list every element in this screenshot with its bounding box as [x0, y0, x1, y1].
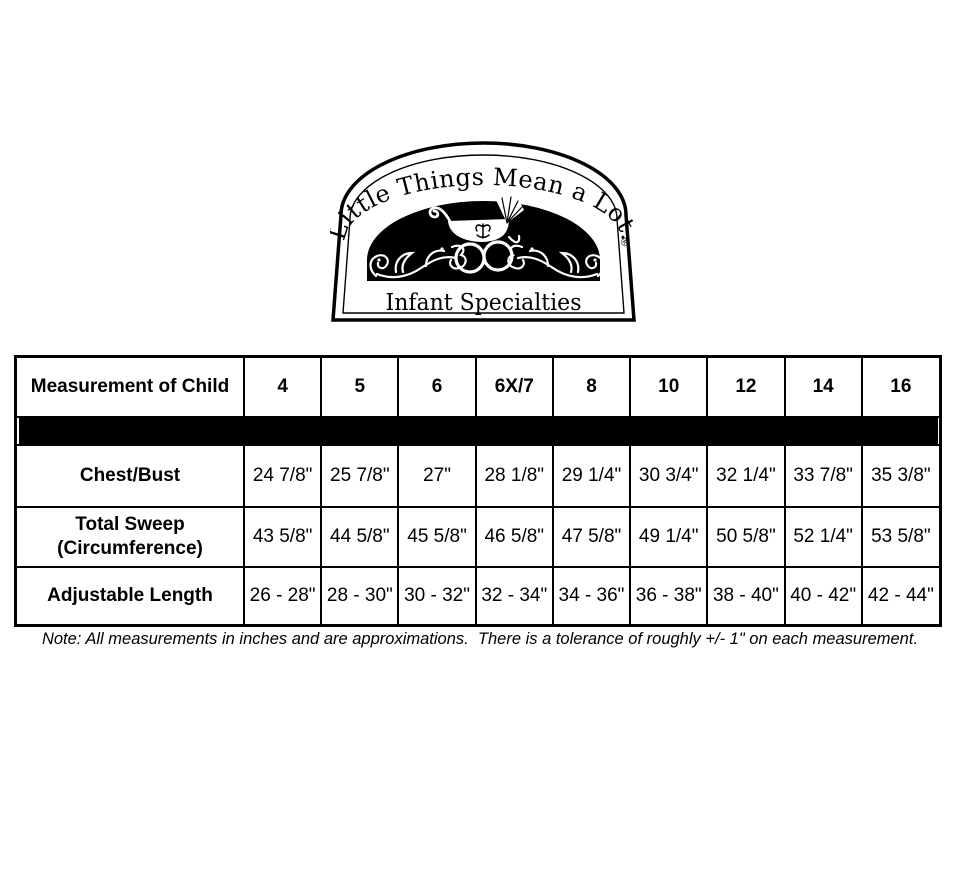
value-cell: 27" — [397, 444, 477, 508]
value-cell: 30 3/4" — [629, 444, 709, 508]
logo-inner-border — [342, 154, 625, 314]
size-chart-table: Measurement of Child 4 5 6 6X/7 8 10 12 … — [14, 355, 942, 627]
black-divider-bar — [19, 418, 938, 444]
size-header-cell: 12 — [706, 357, 786, 418]
size-header-cell: 5 — [320, 357, 400, 418]
size-header-cell: 10 — [629, 357, 709, 418]
row-label-line2: (Circumference) — [57, 538, 203, 559]
value-cell: 45 5/8" — [397, 506, 477, 568]
baby-carriage-icon — [428, 196, 524, 274]
header-row: Measurement of Child 4 5 6 6X/7 8 10 12 … — [16, 357, 941, 418]
row-label-cell: Chest/Bust — [16, 444, 245, 508]
row-label: Chest/Bust — [79, 465, 181, 487]
corner-header-cell: Measurement of Child — [16, 357, 245, 418]
table-row-length: Adjustable Length 26 - 28" 28 - 30" 30 -… — [16, 566, 941, 625]
value-cell: 52 1/4" — [783, 506, 863, 568]
divider-cell — [17, 416, 939, 446]
size-header-cell: 4 — [242, 357, 323, 418]
brand-logo: Little Things Mean a Lot. ® Infant Speci… — [330, 139, 637, 322]
value-cell: 28 - 30" — [320, 566, 400, 625]
value-cell: 36 - 38" — [629, 566, 709, 625]
value-cell: 44 5/8" — [320, 506, 400, 568]
value-cell: 38 - 40" — [706, 566, 786, 625]
value-cell: 34 - 36" — [551, 566, 632, 625]
value-cell: 33 7/8" — [783, 444, 863, 508]
measurement-note: Note: All measurements in inches and are… — [41, 630, 919, 648]
value-cell: 53 5/8" — [860, 506, 941, 568]
size-header-cell: 6X/7 — [474, 357, 554, 418]
value-cell: 46 5/8" — [474, 506, 554, 568]
value-cell: 32 1/4" — [706, 444, 786, 508]
value-cell: 32 - 34" — [474, 566, 554, 625]
brand-subtitle: Infant Specialties — [386, 290, 582, 316]
size-chart: Measurement of Child 4 5 6 6X/7 8 10 12 … — [16, 357, 941, 625]
value-cell: 28 1/8" — [474, 444, 554, 508]
row-label: Adjustable Length — [47, 585, 213, 607]
size-header-cell: 8 — [551, 357, 632, 418]
value-cell: 40 - 42" — [783, 566, 863, 625]
table-row-chest: Chest/Bust 24 7/8" 25 7/8" 27" 28 1/8" 2… — [16, 444, 941, 508]
flourish-left-icon — [369, 244, 467, 279]
value-cell: 47 5/8" — [551, 506, 632, 568]
value-cell: 43 5/8" — [242, 506, 323, 568]
table-row-sweep: Total Sweep (Circumference) 43 5/8" 44 5… — [16, 506, 941, 568]
value-cell: 42 - 44" — [860, 566, 941, 625]
value-cell: 24 7/8" — [242, 444, 323, 508]
row-label-cell: Total Sweep (Circumference) — [16, 506, 245, 568]
value-cell: 49 1/4" — [629, 506, 709, 568]
value-cell: 30 - 32" — [397, 566, 477, 625]
row-label: Total Sweep — [75, 514, 185, 536]
size-header-cell: 14 — [783, 357, 863, 418]
value-cell: 25 7/8" — [320, 444, 400, 508]
value-cell: 29 1/4" — [551, 444, 632, 508]
row-label-cell: Adjustable Length — [16, 566, 245, 625]
size-header-cell: 6 — [397, 357, 477, 418]
size-header-cell: 16 — [860, 357, 941, 418]
value-cell: 35 3/8" — [860, 444, 941, 508]
divider-row — [17, 416, 939, 446]
value-cell: 50 5/8" — [706, 506, 786, 568]
value-cell: 26 - 28" — [242, 566, 323, 625]
